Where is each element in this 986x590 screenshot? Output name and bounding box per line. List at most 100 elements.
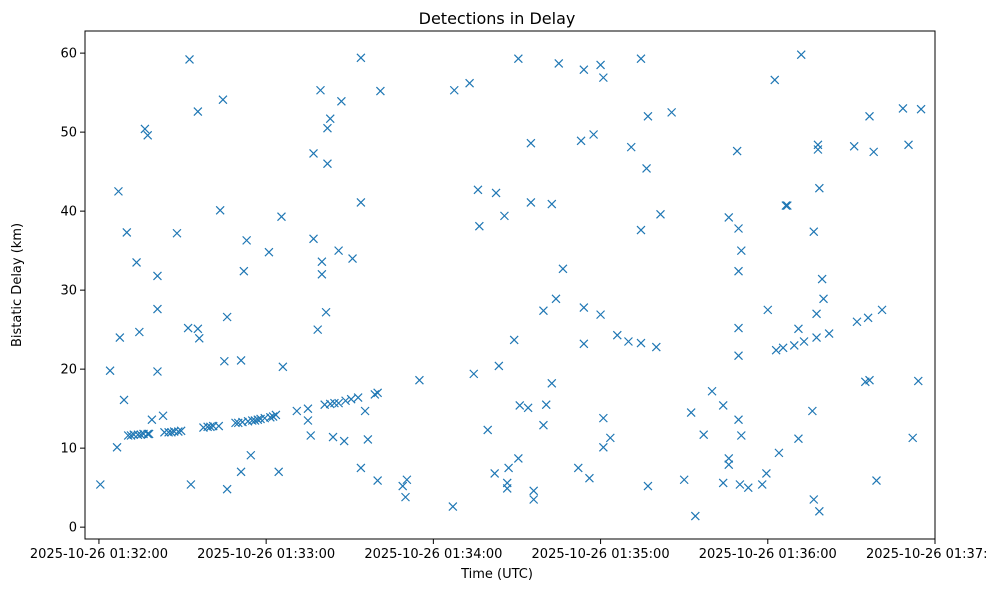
data-point-198 bbox=[809, 495, 819, 504]
chart-title: Detections in Delay bbox=[419, 9, 576, 28]
x-tick-label: 2025-10-26 01:35:00 bbox=[532, 547, 670, 562]
data-point-180 bbox=[736, 246, 746, 256]
data-point-97 bbox=[360, 406, 370, 416]
data-point-143 bbox=[585, 473, 594, 483]
x-tick-label: 2025-10-26 01:34:00 bbox=[364, 547, 502, 562]
data-point-162 bbox=[667, 107, 677, 117]
data-point-207 bbox=[824, 329, 834, 339]
data-point-9 bbox=[129, 430, 139, 440]
data-point-174 bbox=[734, 224, 743, 233]
data-point-3 bbox=[114, 186, 123, 196]
data-point-72 bbox=[309, 149, 318, 158]
data-point-185 bbox=[763, 305, 773, 315]
data-point-46 bbox=[222, 484, 232, 494]
data-point-177 bbox=[734, 351, 743, 361]
data-point-64 bbox=[271, 410, 281, 420]
y-axis-ticks: 0 10 20 30 40 50 60 bbox=[60, 47, 85, 536]
data-point-63 bbox=[268, 412, 278, 421]
data-point-144 bbox=[589, 130, 599, 139]
data-point-215 bbox=[869, 147, 879, 157]
data-point-170 bbox=[724, 213, 734, 222]
data-point-10 bbox=[132, 258, 141, 267]
data-point-122 bbox=[513, 54, 523, 64]
x-tick-label: 2025-10-26 01:36:00 bbox=[699, 547, 837, 562]
data-point-35 bbox=[193, 324, 203, 334]
data-point-95 bbox=[356, 53, 366, 63]
data-point-153 bbox=[626, 142, 636, 152]
data-point-168 bbox=[718, 401, 728, 410]
data-point-103 bbox=[398, 481, 408, 491]
data-point-57 bbox=[250, 416, 260, 425]
data-point-125 bbox=[523, 403, 533, 413]
data-point-195 bbox=[799, 337, 809, 346]
data-point-96 bbox=[356, 198, 366, 207]
data-point-154 bbox=[636, 54, 646, 64]
data-point-112 bbox=[474, 221, 484, 231]
data-point-108 bbox=[449, 85, 459, 95]
data-point-82 bbox=[325, 114, 335, 124]
data-point-98 bbox=[363, 435, 373, 444]
data-point-65 bbox=[274, 467, 284, 477]
data-point-135 bbox=[551, 294, 561, 304]
data-point-130 bbox=[539, 306, 548, 316]
data-point-176 bbox=[734, 323, 743, 333]
data-point-211 bbox=[863, 313, 873, 323]
data-point-148 bbox=[598, 413, 608, 423]
data-point-202 bbox=[813, 145, 823, 154]
data-point-145 bbox=[596, 60, 605, 70]
data-point-179 bbox=[735, 480, 745, 489]
data-point-137 bbox=[558, 264, 568, 274]
data-point-181 bbox=[736, 431, 746, 440]
data-point-193 bbox=[794, 324, 803, 334]
data-point-12 bbox=[134, 327, 144, 337]
data-point-43 bbox=[218, 95, 228, 105]
y-tick-label: 40 bbox=[60, 205, 77, 220]
data-point-150 bbox=[605, 433, 615, 443]
data-point-201 bbox=[813, 140, 823, 150]
data-point-124 bbox=[515, 401, 525, 410]
data-point-173 bbox=[732, 146, 742, 156]
data-point-111 bbox=[473, 185, 483, 195]
data-point-52 bbox=[239, 266, 249, 276]
data-point-131 bbox=[539, 420, 548, 430]
data-point-116 bbox=[494, 361, 504, 371]
data-point-36 bbox=[194, 333, 204, 343]
data-point-129 bbox=[529, 495, 539, 504]
data-point-23 bbox=[158, 411, 168, 421]
data-point-128 bbox=[529, 486, 539, 496]
data-point-22 bbox=[153, 367, 162, 376]
data-point-58 bbox=[253, 415, 263, 425]
data-point-133 bbox=[547, 199, 557, 209]
data-point-127 bbox=[526, 198, 536, 207]
data-point-62 bbox=[265, 412, 275, 422]
data-point-91 bbox=[346, 394, 356, 404]
data-point-30 bbox=[176, 426, 186, 436]
data-point-5 bbox=[119, 395, 129, 405]
data-point-70 bbox=[303, 416, 313, 425]
data-point-157 bbox=[642, 164, 651, 173]
data-point-4 bbox=[115, 333, 125, 342]
data-point-1 bbox=[105, 366, 115, 376]
data-point-105 bbox=[402, 475, 412, 485]
data-point-214 bbox=[865, 375, 874, 385]
data-point-71 bbox=[306, 431, 316, 440]
data-point-163 bbox=[679, 475, 689, 485]
data-point-61 bbox=[264, 247, 274, 257]
data-point-76 bbox=[317, 257, 327, 267]
data-point-191 bbox=[782, 201, 792, 211]
data-point-24 bbox=[160, 427, 169, 437]
x-tick-label: 2025-10-26 01:37:00 bbox=[866, 547, 986, 562]
data-point-44 bbox=[219, 356, 229, 366]
data-point-126 bbox=[526, 138, 536, 148]
data-point-109 bbox=[465, 78, 475, 88]
y-tick-label: 30 bbox=[60, 284, 77, 299]
data-point-55 bbox=[246, 450, 256, 460]
x-axis-label: Time (UTC) bbox=[460, 567, 533, 582]
data-point-138 bbox=[573, 463, 583, 473]
data-point-160 bbox=[651, 342, 661, 352]
data-point-69 bbox=[303, 404, 313, 414]
data-point-219 bbox=[904, 140, 913, 150]
data-point-182 bbox=[743, 483, 753, 493]
data-point-200 bbox=[812, 333, 821, 342]
